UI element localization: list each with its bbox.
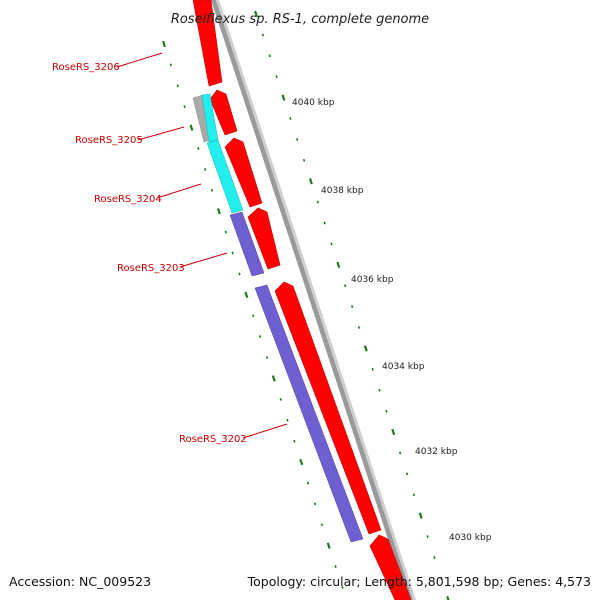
gene-bars xyxy=(192,93,364,543)
minor-tick xyxy=(231,251,234,255)
minor-tick xyxy=(268,54,271,58)
minor-tick xyxy=(296,137,299,141)
minor-tick xyxy=(210,188,214,192)
kbp-label: 4034 kbp xyxy=(382,362,425,372)
major-tick xyxy=(326,542,331,549)
major-tick xyxy=(162,40,166,48)
major-tick xyxy=(254,10,258,18)
cds-arrow[interactable] xyxy=(247,207,281,270)
cds-arrow[interactable] xyxy=(274,281,382,535)
gene-label-RoseRS_3203[interactable]: RoseRS_3203 xyxy=(117,263,185,274)
gene-bar-purple[interactable] xyxy=(229,211,265,277)
major-tick xyxy=(391,428,396,436)
genome-summary: Topology: circular; Length: 5,801,598 bp… xyxy=(247,574,591,589)
minor-tick xyxy=(334,565,337,568)
inner-ticks xyxy=(162,40,344,589)
minor-tick xyxy=(176,84,179,88)
major-tick xyxy=(446,596,450,600)
minor-tick xyxy=(350,305,354,309)
kbp-label: 4030 kbp xyxy=(449,533,492,543)
minor-tick xyxy=(204,167,207,171)
minor-tick xyxy=(183,105,186,109)
minor-tick xyxy=(385,409,388,413)
minor-tick xyxy=(302,158,306,162)
major-tick xyxy=(216,208,221,215)
minor-tick xyxy=(323,221,326,225)
cds-arrow[interactable] xyxy=(209,89,238,136)
gene-label-RoseRS_3205[interactable]: RoseRS_3205 xyxy=(75,135,143,146)
gene-label-RoseRS_3202[interactable]: RoseRS_3202 xyxy=(179,434,247,445)
minor-tick xyxy=(293,439,296,443)
minor-tick xyxy=(197,147,200,150)
major-tick xyxy=(336,261,341,269)
minor-tick xyxy=(286,418,289,422)
cds-arrow[interactable] xyxy=(192,0,223,87)
major-tick xyxy=(244,291,249,299)
cds-arrow[interactable] xyxy=(369,534,412,600)
kbp-label: 4038 kbp xyxy=(321,186,364,196)
major-tick xyxy=(418,512,423,519)
minor-tick xyxy=(289,117,292,120)
minor-tick xyxy=(238,272,241,276)
gene-label-RoseRS_3206[interactable]: RoseRS_3206 xyxy=(52,62,120,73)
minor-tick xyxy=(169,63,173,67)
kbp-label: 4040 kbp xyxy=(292,98,335,108)
minor-tick xyxy=(265,356,269,359)
minor-tick xyxy=(316,200,319,204)
minor-tick xyxy=(320,523,323,527)
minor-tick xyxy=(313,502,317,506)
major-tick xyxy=(299,458,304,466)
minor-tick xyxy=(398,451,402,455)
minor-tick xyxy=(440,576,443,580)
minor-tick xyxy=(275,75,278,79)
minor-tick xyxy=(341,586,344,589)
gene-bar-cyan[interactable] xyxy=(206,139,244,214)
accession-text: Accession: NC_009523 xyxy=(9,574,151,589)
kbp-label: 4036 kbp xyxy=(351,275,394,285)
minor-tick xyxy=(344,284,347,288)
gene-label-RoseRS_3204[interactable]: RoseRS_3204 xyxy=(94,194,162,205)
minor-tick xyxy=(261,33,265,37)
major-tick xyxy=(308,178,313,185)
minor-tick xyxy=(433,556,436,559)
minor-tick xyxy=(426,535,429,538)
outer-ticks xyxy=(254,10,450,600)
forward-cds-track xyxy=(192,0,412,600)
minor-tick xyxy=(378,388,381,392)
major-tick xyxy=(271,375,276,382)
minor-tick xyxy=(279,397,282,401)
major-tick xyxy=(189,124,194,131)
cds-arrow[interactable] xyxy=(224,137,263,208)
minor-tick xyxy=(405,472,409,476)
minor-tick xyxy=(224,230,227,234)
gene-bar-purple[interactable] xyxy=(254,284,364,543)
backbone xyxy=(211,0,416,600)
kbp-labels: 4040 kbp 4038 kbp 4036 kbp 4034 kbp 4032… xyxy=(292,98,492,543)
gene-labels: RoseRS_3206 RoseRS_3205 RoseRS_3204 Rose… xyxy=(52,52,288,445)
minor-tick xyxy=(252,314,255,318)
minor-tick xyxy=(258,335,262,339)
minor-tick xyxy=(371,367,374,371)
minor-tick xyxy=(330,242,333,246)
major-tick xyxy=(281,94,286,101)
minor-tick xyxy=(306,481,310,485)
minor-tick xyxy=(412,493,415,497)
kbp-label: 4032 kbp xyxy=(415,447,458,457)
major-tick xyxy=(363,345,368,352)
map-title: Roseiflexus sp. RS-1, complete genome xyxy=(171,12,429,27)
minor-tick xyxy=(357,326,361,329)
